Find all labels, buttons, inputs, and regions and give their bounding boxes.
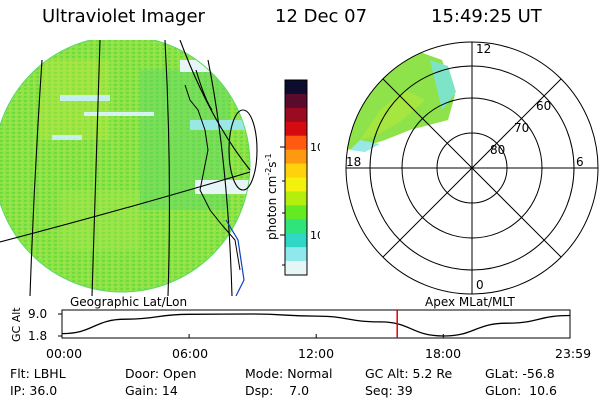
mlt-label-6: 6	[576, 155, 584, 169]
mlat-label-80: 80	[490, 143, 505, 157]
mlt-label-0: 0	[476, 278, 484, 292]
color-scale-cell	[285, 233, 307, 248]
info-mode: Mode: Normal	[245, 366, 333, 381]
info-filter: Flt: LBHL	[10, 366, 66, 381]
timeline-xtick-4: 23:59	[555, 346, 592, 361]
polar-labels: 12 18 6 0 60 70 80	[346, 42, 584, 292]
timeline-xtick-0: 00:00	[46, 346, 83, 361]
info-glon: GLon: 10.6	[485, 383, 557, 398]
color-scale-cell	[285, 205, 307, 220]
timeline-xtick-2: 12:00	[298, 346, 335, 361]
info-gc-alt: GC Alt: 5.2 Re	[365, 366, 453, 381]
color-scale-cell	[285, 261, 307, 276]
color-scale-cell	[285, 191, 307, 206]
mlat-label-60: 60	[536, 99, 551, 113]
color-scale-cell	[285, 135, 307, 151]
image-date: 12 Dec 07	[275, 6, 368, 27]
polar-plot-panel: 12 18 6 0 60 70 80	[345, 41, 599, 295]
color-scale-cell	[285, 93, 307, 109]
instrument-title: Ultraviolet Imager	[42, 6, 205, 27]
color-scale-cell	[285, 107, 307, 123]
color-scale-cell	[285, 80, 307, 95]
color-scale-tick-100: 100	[310, 141, 320, 154]
polar-grid	[345, 41, 599, 295]
color-scale-cell	[285, 177, 307, 192]
color-scale-cell	[285, 247, 307, 262]
color-scale-bar: 100 10 photon cm-2s-1	[264, 79, 320, 276]
info-dsp: Dsp: 7.0	[245, 383, 310, 398]
image-time: 15:49:25 UT	[431, 6, 542, 27]
altitude-timeline-chart: GC Alt 9.0 1.8	[10, 307, 571, 343]
color-scale-ticks	[280, 146, 285, 266]
color-scale-cell	[285, 149, 307, 165]
info-seq: Seq: 39	[365, 383, 413, 398]
polar-auroral-image	[346, 52, 456, 152]
color-scale-cells	[285, 80, 307, 276]
color-scale-tick-10: 10	[310, 229, 320, 242]
color-scale-label: photon cm-2s-1	[264, 153, 279, 240]
timeline-ytick-top: 9.0	[28, 307, 47, 321]
mlat-label-70: 70	[514, 121, 529, 135]
auroral-image	[0, 40, 250, 292]
timeline-left-label: Geographic Lat/Lon	[70, 295, 188, 309]
mlt-label-12: 12	[476, 42, 491, 56]
timeline-ytick-bottom: 1.8	[28, 329, 47, 343]
info-door: Door: Open	[125, 366, 197, 381]
mlt-label-18: 18	[346, 155, 361, 169]
info-glat: GLat: -56.8	[485, 366, 555, 381]
info-gain: Gain: 14	[125, 383, 178, 398]
color-scale-cell	[285, 163, 307, 178]
color-scale-cell	[285, 121, 307, 137]
coastline	[184, 84, 241, 271]
earth-image-panel	[0, 40, 258, 296]
lat-lon-grid	[0, 40, 258, 296]
timeline-xtick-3: 18:00	[425, 346, 462, 361]
gc-altitude-line	[61, 313, 571, 337]
timeline-xtick-1: 06:00	[172, 346, 209, 361]
color-scale-cell	[285, 219, 307, 234]
timeline-xtick-marks	[61, 334, 571, 338]
info-ip: IP: 36.0	[10, 383, 58, 398]
timeline-right-label: Apex MLat/MLT	[425, 295, 515, 309]
timeline-ylabel: GC Alt	[10, 307, 23, 342]
